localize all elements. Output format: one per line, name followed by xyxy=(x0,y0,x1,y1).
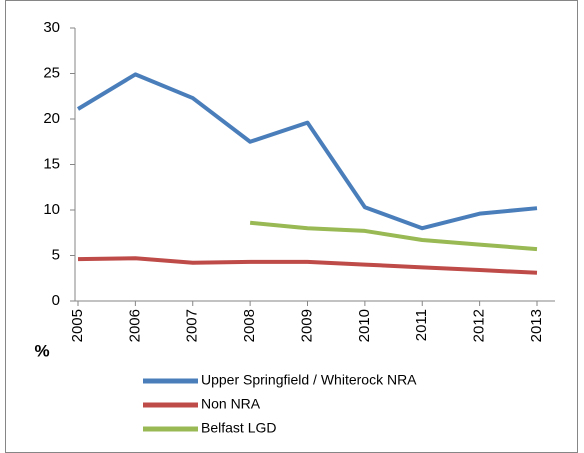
legend-label: Upper Springfield / Whiterock NRA xyxy=(201,372,417,388)
series-line xyxy=(76,72,538,231)
series-line xyxy=(249,220,538,252)
x-tick-label: 2009 xyxy=(298,309,315,342)
y-tick-label: 15 xyxy=(43,155,60,172)
y-tick-label: 25 xyxy=(43,64,60,81)
x-tick-label: 2011 xyxy=(413,309,430,341)
y-axis-label: % xyxy=(34,341,49,360)
legend-label: Belfast LGD xyxy=(201,420,276,436)
x-tick-label: 2007 xyxy=(184,309,201,342)
x-tick-label: 2006 xyxy=(126,309,143,342)
legend-label: Non NRA xyxy=(201,396,261,412)
x-tick-label: 2005 xyxy=(69,309,86,342)
x-tick-label: 2010 xyxy=(356,309,373,342)
x-tick-label: 2012 xyxy=(471,309,488,342)
y-tick-label: 30 xyxy=(43,19,60,36)
x-tick-label: 2013 xyxy=(528,309,545,342)
x-tick-label: 2008 xyxy=(241,309,258,342)
y-tick-label: 5 xyxy=(52,246,60,263)
series-line xyxy=(77,256,538,275)
y-tick-label: 20 xyxy=(43,110,60,127)
y-tick-label: 10 xyxy=(43,201,60,218)
y-tick-label: 0 xyxy=(52,292,60,309)
